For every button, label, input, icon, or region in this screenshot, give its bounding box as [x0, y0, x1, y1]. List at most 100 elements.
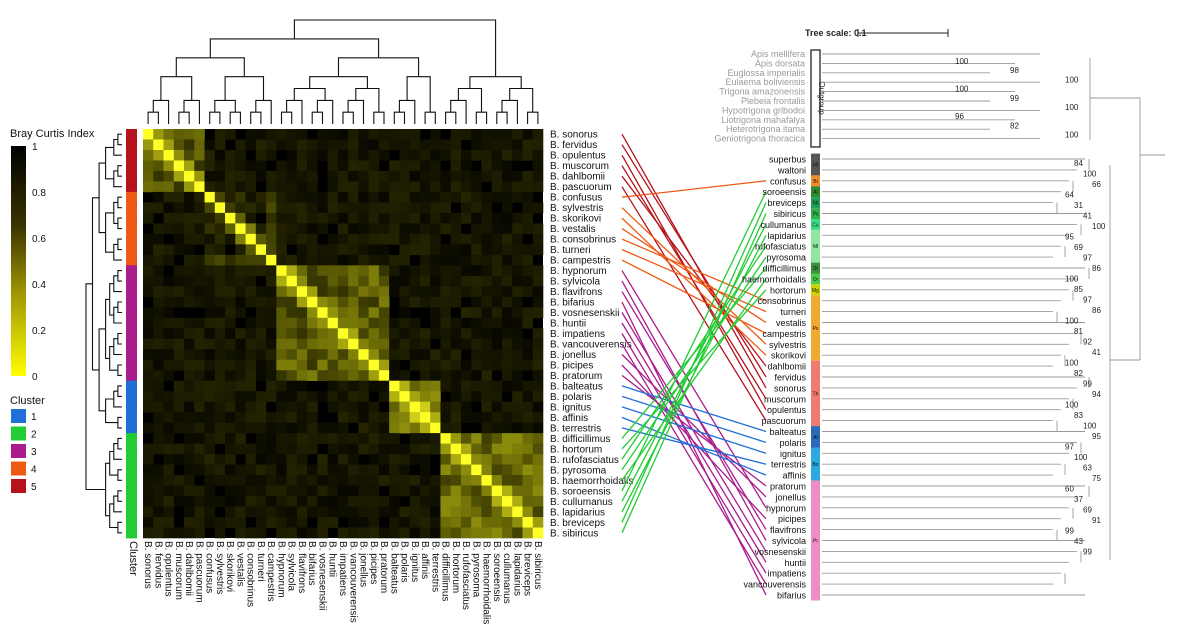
- heatmap-cell: [491, 412, 503, 423]
- row-dendrogram-branch: [109, 450, 118, 476]
- bootstrap-value: 37: [1074, 495, 1083, 504]
- heatmap-cell: [430, 254, 441, 266]
- heatmap-row-label: B. campestris: [550, 256, 611, 267]
- column-dendrogram-branch: [293, 87, 326, 101]
- heatmap-cell: [501, 433, 513, 444]
- heatmap-cell: [368, 475, 380, 486]
- heatmap-cell: [225, 338, 236, 350]
- heatmap-cell: [276, 160, 287, 172]
- heatmap-cell: [327, 149, 339, 161]
- heatmap-cell: [225, 286, 236, 298]
- cluster-bar: [126, 129, 137, 539]
- heatmap-cell: [491, 359, 503, 371]
- bombus-taxon-label: picipes: [778, 514, 807, 524]
- heatmap-row-label: B. balteatus: [550, 381, 603, 392]
- heatmap-cell: [501, 212, 513, 224]
- heatmap-cell: [276, 286, 287, 298]
- heatmap-cell: [153, 181, 164, 193]
- heatmap-cell: [327, 328, 339, 340]
- heatmap-cell: [245, 338, 257, 350]
- heatmap-cell: [163, 338, 175, 350]
- heatmap-cell: [307, 286, 318, 298]
- heatmap-cell: [327, 233, 339, 245]
- bombus-taxon-label: opulentus: [767, 405, 807, 415]
- heatmap-cell: [440, 202, 451, 214]
- outgroup-taxon-label: Heterotrigona itama: [726, 124, 805, 134]
- heatmap-cell: [194, 265, 205, 277]
- heatmap-column-label: B. campestris: [265, 541, 276, 602]
- column-dendrogram-branch: [178, 111, 190, 124]
- heatmap-cell: [419, 170, 431, 182]
- heatmap-cell: [255, 496, 267, 507]
- heatmap-cell: [368, 422, 380, 434]
- heatmap-cell: [235, 149, 246, 161]
- bombus-taxon-label: consobrinus: [757, 296, 806, 306]
- heatmap-cell: [204, 485, 216, 497]
- heatmap-cell: [317, 496, 328, 507]
- heatmap-cell: [348, 254, 359, 266]
- heatmap-cell: [286, 443, 298, 455]
- bootstrap-value: 99: [1083, 380, 1092, 389]
- outgroup-box: [810, 49, 821, 148]
- heatmap-cell: [327, 181, 339, 193]
- heatmap-cell: [194, 443, 205, 455]
- heatmap-cell: [163, 191, 175, 203]
- heatmap-cell: [501, 401, 513, 413]
- heatmap-cell: [409, 160, 421, 172]
- heatmap-cell: [450, 412, 462, 423]
- heatmap-cell: [389, 212, 400, 224]
- heatmap-cell: [481, 149, 493, 161]
- heatmap-cell: [296, 160, 308, 172]
- heatmap-column-label: B. bifarius: [306, 541, 317, 585]
- heatmap-cell: [184, 139, 195, 151]
- heatmap-cell: [276, 191, 287, 203]
- heatmap-cell: [337, 527, 349, 539]
- heatmap-cell: [245, 527, 257, 539]
- bootstrap-value: 66: [1092, 180, 1101, 189]
- tanglegram-lines: [621, 133, 767, 596]
- bombus-taxon-label: dahlbomii: [767, 362, 806, 372]
- heatmap-cell: [378, 317, 390, 329]
- heatmap-cell: [481, 254, 493, 266]
- heatmap-cell: [399, 296, 410, 308]
- heatmap-cell: [327, 443, 339, 455]
- heatmap-cell: [337, 506, 349, 518]
- heatmap-cell: [440, 223, 451, 235]
- outgroup-taxon-label: Hypotrigona gribodoi: [722, 105, 805, 115]
- heatmap-cell: [235, 254, 246, 266]
- heatmap-column-label: B. hortorum: [450, 541, 461, 593]
- heatmap-cell: [368, 328, 380, 340]
- heatmap-cell: [153, 129, 164, 140]
- bootstrap-value: 100: [1083, 422, 1097, 431]
- heatmap-cell: [389, 454, 400, 465]
- heatmap-cell: [225, 391, 236, 402]
- subgenus-label: Bo: [812, 462, 818, 468]
- heatmap-cell: [225, 265, 236, 277]
- heatmap-cell: [317, 422, 328, 434]
- heatmap-cell: [194, 527, 205, 539]
- heatmap-cell: [491, 149, 503, 161]
- heatmap-cell: [296, 506, 308, 518]
- heatmap-cell: [348, 464, 359, 476]
- heatmap-cell: [491, 422, 503, 434]
- heatmap-cell: [481, 422, 493, 434]
- heatmap-cell: [532, 170, 544, 182]
- heatmap-column-label: B. difficillimus: [440, 541, 451, 601]
- heatmap-cell: [430, 359, 441, 371]
- heatmap-cell: [419, 401, 431, 413]
- heatmap-cell: [317, 129, 328, 140]
- heatmap-cell: [214, 212, 226, 224]
- cluster-bar-segment: [126, 202, 137, 214]
- heatmap: [143, 129, 544, 539]
- heatmap-cell: [225, 422, 236, 434]
- heatmap-cell: [481, 496, 493, 507]
- heatmap-cell: [327, 454, 339, 465]
- heatmap-cell: [173, 391, 185, 402]
- heatmap-cell: [163, 129, 175, 140]
- heatmap-cell: [460, 359, 472, 371]
- heatmap-cell: [409, 265, 421, 277]
- row-dendrogram-branch: [117, 133, 122, 146]
- heatmap-cell: [214, 401, 226, 413]
- heatmap-cell: [419, 139, 431, 151]
